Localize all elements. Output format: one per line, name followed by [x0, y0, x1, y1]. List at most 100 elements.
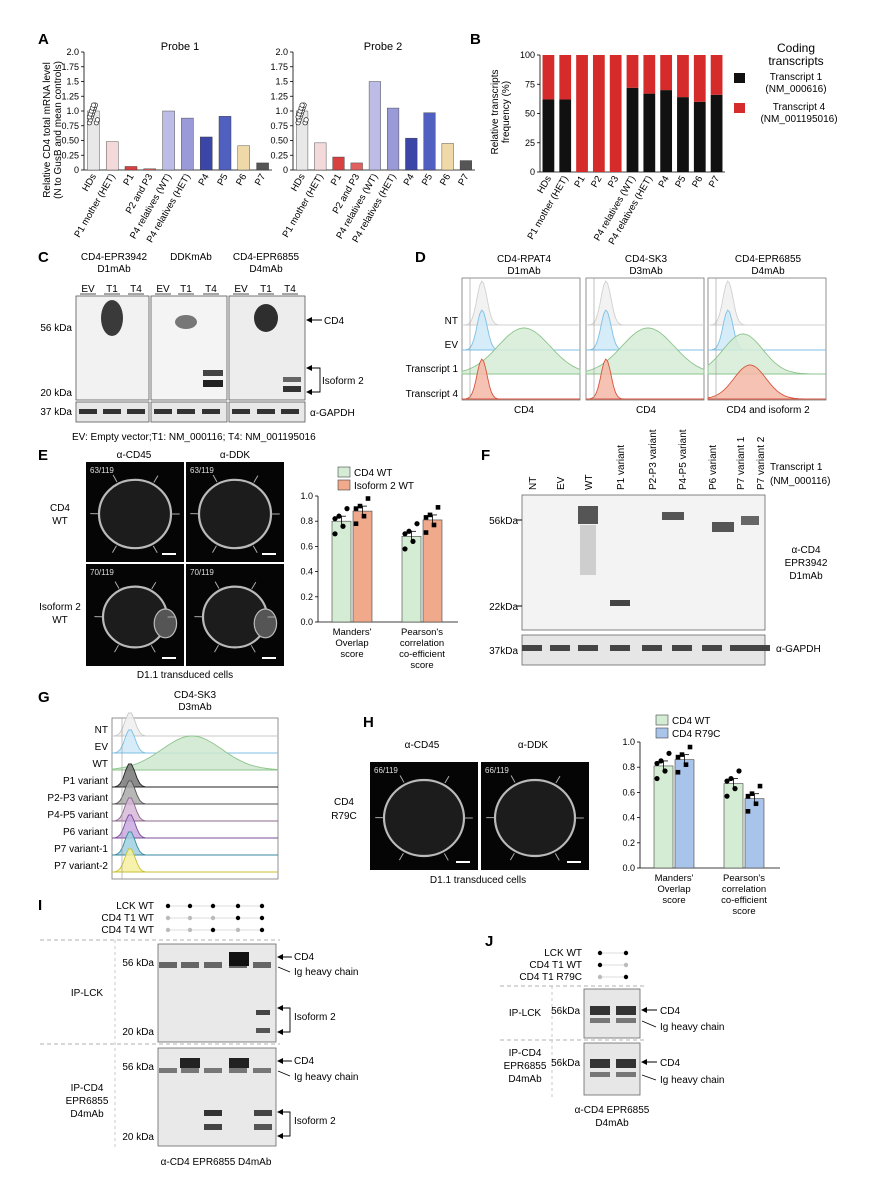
- bar: [459, 160, 472, 171]
- y-tick-label: 25: [525, 138, 535, 148]
- y-tick-label: 0.4: [300, 567, 313, 577]
- bar: [256, 162, 269, 171]
- data-point: [357, 503, 363, 509]
- histogram-curve: [707, 333, 826, 375]
- legend-label: CD4 WT: [354, 468, 392, 479]
- gapdh-band: [578, 645, 598, 651]
- x-tick-label: P7: [707, 174, 722, 190]
- blot-band: [712, 522, 734, 532]
- data-point: [683, 762, 689, 767]
- group-label: Overlap: [335, 638, 368, 649]
- column-label: α-CD45: [405, 740, 440, 751]
- kda-marker: 56kDa: [551, 1058, 580, 1069]
- row-label: EV: [95, 742, 109, 753]
- gapdh-band: [177, 409, 195, 414]
- antibody-label: CD4-SK3: [174, 690, 217, 701]
- lane-labels: NT EV WT P1 variant P2-P3 variant P4-P5 varia…: [528, 429, 767, 490]
- blot-band: [616, 1006, 636, 1015]
- y-tick-label: 0.2: [622, 838, 635, 848]
- filopodium: [555, 775, 561, 784]
- legend-swatch: [337, 466, 351, 478]
- band-label: α-GAPDH: [776, 644, 821, 655]
- antibody-label: D1mAb: [507, 266, 541, 277]
- antibody-label: DDKmAb: [170, 252, 212, 263]
- group-label: score: [662, 895, 685, 906]
- blot-band: [101, 300, 123, 336]
- gapdh-band: [730, 645, 750, 651]
- cell-membrane: [493, 778, 577, 858]
- dot-present: [210, 903, 216, 909]
- blot-band: [253, 962, 271, 968]
- kda-marker: 37kDa: [489, 646, 518, 657]
- blot-band: [256, 1028, 270, 1033]
- lane-label: P1 variant: [616, 445, 627, 490]
- row-label: WT: [52, 516, 68, 527]
- blot-band: [283, 386, 301, 392]
- blot-band: [590, 1006, 610, 1015]
- panel-letter: C: [38, 249, 49, 266]
- antibody-label: D4mAb: [751, 266, 785, 277]
- band-label: CD4: [294, 1056, 314, 1067]
- panel-b: B Relative transcripts frequency (%) 0 25…: [470, 31, 838, 247]
- y-tick-label: 0.8: [300, 516, 313, 526]
- blot-band: [283, 377, 301, 382]
- x-tick-label: P6: [690, 174, 705, 190]
- antibody-label: CD4-EPR6855: [233, 252, 300, 263]
- dot-present: [210, 927, 216, 933]
- lane-label: T4: [205, 284, 217, 295]
- data-point: [675, 769, 681, 775]
- bar: [368, 81, 381, 171]
- gapdh-band: [103, 409, 121, 414]
- data-point: [732, 786, 738, 792]
- y-tick-label: 0.2: [300, 592, 313, 602]
- data-point: [666, 750, 672, 756]
- dot-present: [623, 950, 629, 956]
- legend-b: Coding transcripts Transcript 1 (NM_0006…: [734, 41, 838, 125]
- arrow-head: [277, 1109, 283, 1115]
- ip-label: IP-CD4: [71, 1083, 104, 1094]
- legend-swatch-t1: [734, 73, 745, 83]
- group-label: Overlap: [657, 884, 690, 895]
- panel-g: G CD4-SK3 D3mAb NT EV WT P1 variant P2-P3 va…: [38, 689, 279, 880]
- data-point: [406, 528, 412, 534]
- bar-transcript4: [542, 55, 555, 100]
- panel-letter: A: [38, 31, 49, 48]
- bar: [387, 107, 400, 171]
- dot-present: [597, 950, 603, 956]
- bar-transcript4: [609, 55, 622, 172]
- panel-letter: G: [38, 689, 50, 706]
- bar: [422, 519, 443, 623]
- dot-present: [597, 962, 603, 968]
- blot-band: [159, 962, 177, 968]
- bar-transcript4: [693, 55, 706, 102]
- x-tick-label: P7: [456, 172, 471, 188]
- kda-marker: 56kDa: [551, 1006, 580, 1017]
- y-tick-label: 1.0: [66, 106, 79, 116]
- dot-present: [235, 903, 241, 909]
- bar-transcript1: [542, 99, 555, 172]
- y-tick-label: 1.0: [275, 106, 288, 116]
- bar-transcript4: [576, 55, 588, 172]
- panel-h: H α-CD45 α-DDK CD4 R79C 66/119 66/119 D1.…: [331, 714, 780, 917]
- gapdh-band: [232, 409, 250, 414]
- lane-label: P6 variant: [708, 445, 719, 490]
- group-label: correlation: [400, 638, 444, 649]
- lane-label: P2-P3 variant: [648, 429, 659, 490]
- blot-band: [254, 1110, 272, 1116]
- panel-letter: E: [38, 447, 48, 464]
- group-label: Pearson's: [723, 873, 765, 884]
- x-tick-label: P4: [196, 172, 211, 188]
- blot-band: [204, 1124, 222, 1130]
- legend-label: (NM_000616): [765, 84, 826, 95]
- lane-label: P4-P5 variant: [678, 429, 689, 490]
- dot-absent: [623, 962, 629, 968]
- filopodium: [443, 853, 449, 861]
- image-index: 70/119: [90, 568, 114, 577]
- data-point: [662, 768, 668, 774]
- data-point: [410, 538, 416, 544]
- dot-absent: [187, 927, 193, 933]
- blot-membrane: [583, 1042, 641, 1096]
- x-tick-label: P5: [215, 172, 230, 188]
- arrow-head: [277, 1029, 283, 1035]
